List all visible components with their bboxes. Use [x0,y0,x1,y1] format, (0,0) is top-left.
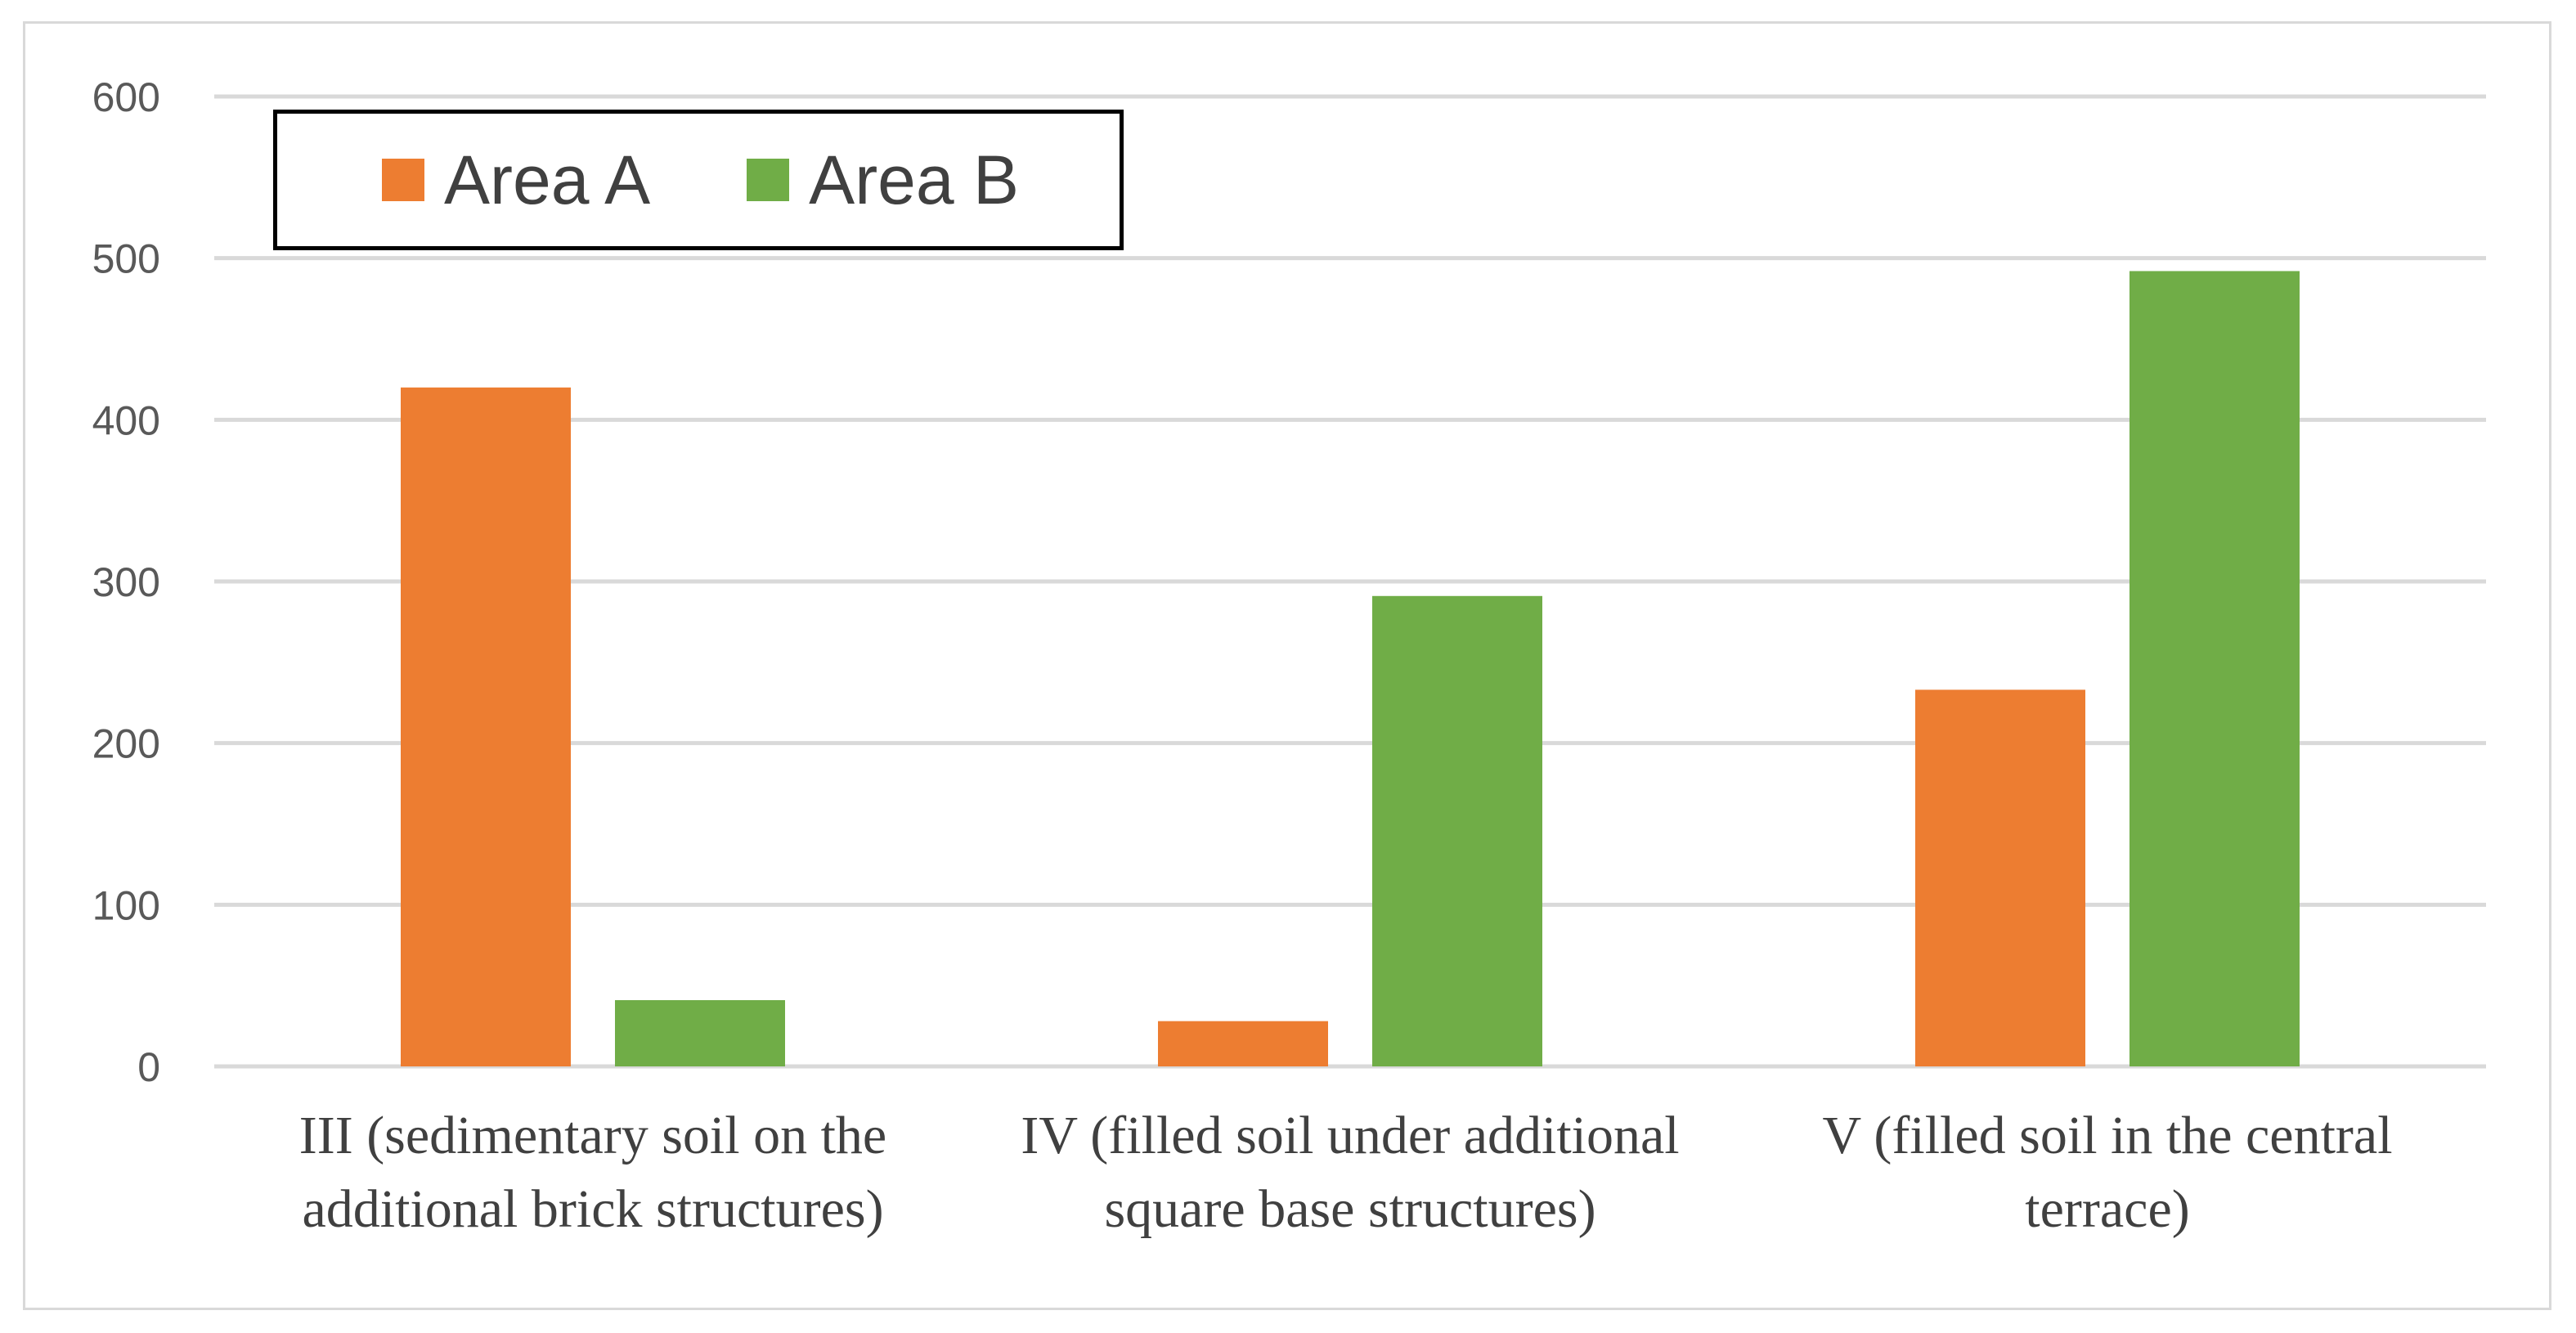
x-category-label: III (sedimentary soil on the [299,1106,886,1165]
bar-area-b-cat-2 [1372,595,1542,1066]
legend-item-area-b: Area B [747,146,1019,214]
bar-area-b-cat-3 [2129,271,2300,1067]
x-category-label: additional brick structures) [302,1179,883,1239]
x-category-label: square base structures) [1104,1179,1595,1239]
legend: Area A Area B [273,110,1124,250]
y-tick-label: 400 [92,397,160,443]
bars [401,271,2300,1067]
x-axis-categories: III (sedimentary soil on the additional b… [299,1106,2393,1239]
legend-label-area-a: Area A [444,141,651,218]
bar-area-a-cat-3 [1915,689,2085,1066]
x-category-label: IV (filled soil under additional [1021,1106,1679,1165]
legend-swatch-area-a [382,159,424,201]
y-tick-label: 200 [92,721,160,767]
legend-label-area-b: Area B [809,141,1019,218]
y-tick-label: 100 [92,882,160,928]
legend-swatch-area-b [747,159,790,201]
y-tick-label: 0 [137,1044,160,1090]
bar-area-a-cat-2 [1158,1021,1328,1066]
legend-item-area-a: Area A [382,146,650,214]
y-tick-label: 300 [92,559,160,605]
y-axis-ticks: 0 100 200 300 400 500 600 [92,74,160,1090]
gridlines [214,94,2486,1069]
y-tick-label: 600 [92,74,160,120]
x-category-label: terrace) [2025,1179,2189,1239]
x-category-label: V (filled soil in the central [1822,1106,2392,1165]
bar-area-a-cat-1 [401,387,571,1066]
bar-area-b-cat-1 [615,999,785,1066]
y-tick-label: 500 [92,236,160,282]
